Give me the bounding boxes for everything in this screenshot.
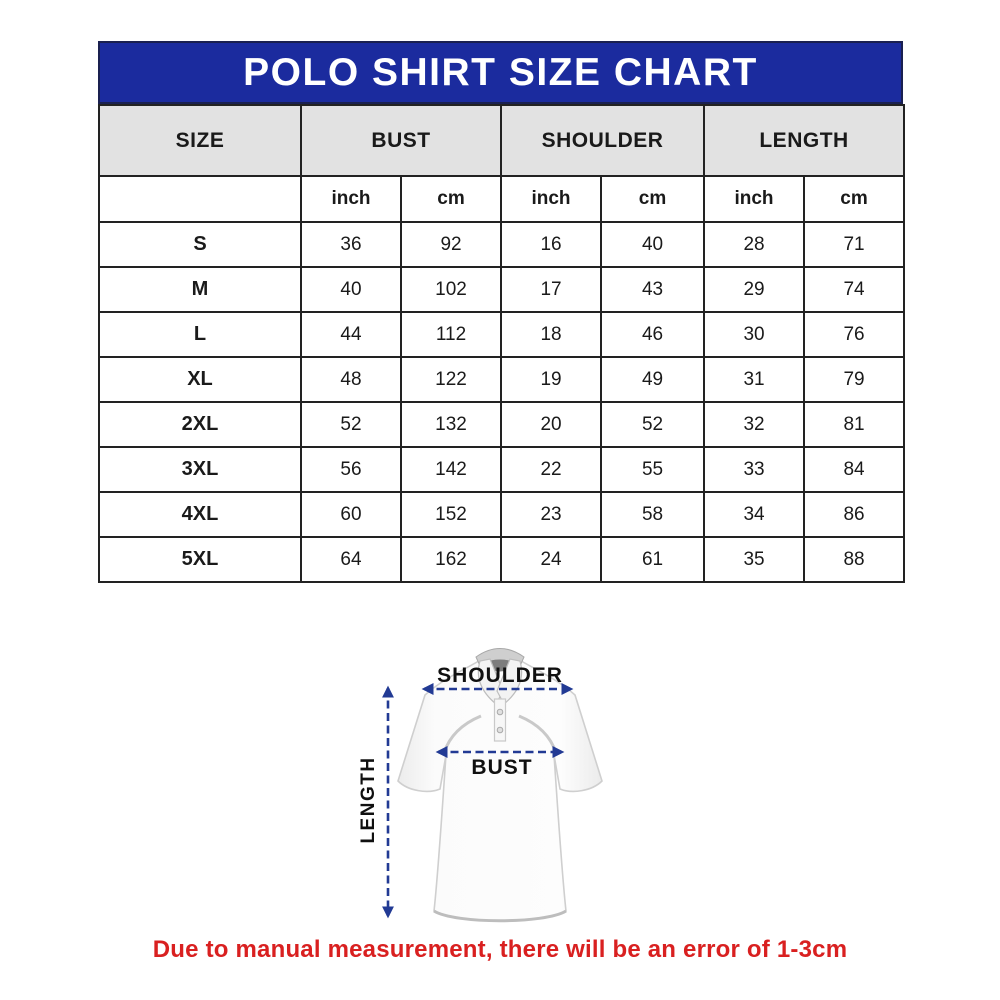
shoulder-label: SHOULDER	[437, 664, 563, 687]
button	[496, 726, 504, 734]
polo-body	[397, 658, 603, 922]
size-table: SIZE BUST SHOULDER LENGTH inch cm inch c…	[98, 104, 906, 583]
unit-cell: cm	[600, 175, 706, 223]
value-cell: 132	[399, 401, 503, 448]
value-cell: 46	[600, 311, 706, 358]
size-label: 5XL	[98, 536, 302, 583]
value-cell: 74	[803, 266, 906, 313]
value-cell: 34	[703, 491, 806, 538]
value-cell: 31	[703, 356, 806, 403]
value-cell: 76	[803, 311, 906, 358]
hem-shadow	[433, 909, 567, 923]
size-label: XL	[98, 356, 302, 403]
unit-cell-empty	[98, 175, 302, 223]
chart-title: POLO SHIRT SIZE CHART	[98, 41, 903, 104]
unit-row: inch cm inch cm inch cm	[98, 175, 906, 223]
value-cell: 48	[300, 356, 402, 403]
value-cell: 55	[600, 446, 706, 493]
value-cell: 122	[399, 356, 503, 403]
value-cell: 49	[600, 356, 706, 403]
value-cell: 52	[600, 401, 706, 448]
size-label: L	[98, 311, 302, 358]
value-cell: 44	[300, 311, 402, 358]
value-cell: 58	[600, 491, 706, 538]
placket	[493, 698, 507, 742]
measurement-disclaimer: Due to manual measurement, there will be…	[152, 936, 848, 963]
value-cell: 43	[600, 266, 706, 313]
col-header-size: SIZE	[98, 104, 302, 177]
value-cell: 92	[399, 221, 503, 268]
value-cell: 79	[803, 356, 906, 403]
size-row-5xl: 5XL 64 162 24 61 35 88	[98, 536, 906, 583]
size-label: S	[98, 221, 302, 268]
value-cell: 56	[300, 446, 402, 493]
size-row-l: L 44 112 18 46 30 76	[98, 311, 906, 358]
value-cell: 102	[399, 266, 503, 313]
value-cell: 33	[703, 446, 806, 493]
value-cell: 32	[703, 401, 806, 448]
unit-cell: cm	[399, 175, 503, 223]
value-cell: 84	[803, 446, 906, 493]
length-label: LENGTH	[358, 756, 379, 843]
size-row-3xl: 3XL 56 142 22 55 33 84	[98, 446, 906, 493]
size-label: 3XL	[98, 446, 302, 493]
unit-cell: inch	[703, 175, 806, 223]
col-header-bust: BUST	[299, 104, 503, 177]
size-label: M	[98, 266, 302, 313]
size-label: 2XL	[98, 401, 302, 448]
size-row-4xl: 4XL 60 152 23 58 34 86	[98, 491, 906, 538]
unit-cell: inch	[500, 175, 603, 223]
value-cell: 81	[803, 401, 906, 448]
value-cell: 30	[703, 311, 806, 358]
value-cell: 19	[500, 356, 603, 403]
polo-shirt-illustration: SHOULDER BUST LENGTH	[358, 648, 603, 923]
value-cell: 16	[500, 221, 603, 268]
value-cell: 40	[300, 266, 402, 313]
value-cell: 142	[399, 446, 503, 493]
unit-cell: cm	[803, 175, 906, 223]
value-cell: 35	[703, 536, 806, 583]
value-cell: 18	[500, 311, 603, 358]
value-cell: 17	[500, 266, 603, 313]
col-header-length: LENGTH	[703, 104, 906, 177]
value-cell: 28	[703, 221, 806, 268]
value-cell: 52	[300, 401, 402, 448]
value-cell: 61	[600, 536, 706, 583]
value-cell: 112	[399, 311, 503, 358]
value-cell: 71	[803, 221, 906, 268]
value-cell: 64	[300, 536, 402, 583]
size-chart-panel: POLO SHIRT SIZE CHART SIZE BUST SHOULDER…	[98, 41, 906, 583]
value-cell: 24	[500, 536, 603, 583]
measurement-diagram: SHOULDER BUST LENGTH	[340, 633, 660, 943]
value-cell: 22	[500, 446, 603, 493]
button	[496, 708, 504, 716]
size-label: 4XL	[98, 491, 302, 538]
bust-label: BUST	[471, 756, 532, 779]
value-cell: 36	[300, 221, 402, 268]
size-row-xl: XL 48 122 19 49 31 79	[98, 356, 906, 403]
unit-cell: inch	[300, 175, 402, 223]
value-cell: 152	[399, 491, 503, 538]
col-header-shoulder: SHOULDER	[500, 104, 706, 177]
value-cell: 88	[803, 536, 906, 583]
value-cell: 60	[300, 491, 402, 538]
value-cell: 23	[500, 491, 603, 538]
value-cell: 29	[703, 266, 806, 313]
column-group-row: SIZE BUST SHOULDER LENGTH	[98, 104, 906, 177]
size-row-m: M 40 102 17 43 29 74	[98, 266, 906, 313]
value-cell: 162	[399, 536, 503, 583]
size-row-s: S 36 92 16 40 28 71	[98, 221, 906, 268]
size-row-2xl: 2XL 52 132 20 52 32 81	[98, 401, 906, 448]
value-cell: 40	[600, 221, 706, 268]
value-cell: 86	[803, 491, 906, 538]
value-cell: 20	[500, 401, 603, 448]
